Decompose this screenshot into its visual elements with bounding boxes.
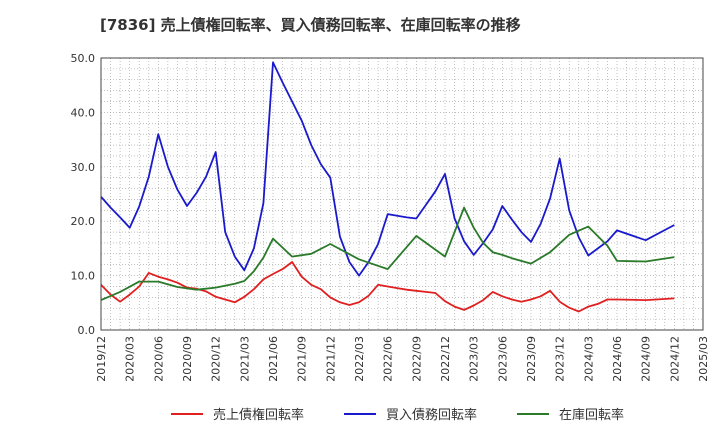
- x-tick-label: 2024/06: [611, 336, 624, 382]
- series-line-3: [100, 206, 675, 301]
- x-tick-label: 2024/12: [668, 336, 681, 382]
- y-tick-label: 30.0: [71, 161, 96, 174]
- x-tick-label: 2023/06: [496, 336, 509, 382]
- y-tick-label: 40.0: [71, 106, 96, 119]
- y-tick-label: 10.0: [71, 270, 96, 283]
- x-tick-label: 2022/06: [382, 336, 395, 382]
- plot-frame: [100, 57, 704, 331]
- legend-label-2: 買入債務回転率: [386, 407, 477, 423]
- legend-label-3: 在庫回転率: [559, 407, 624, 423]
- y-tick-label: 20.0: [71, 215, 96, 228]
- y-tick-label: 0.0: [78, 324, 96, 337]
- x-tick-label: 2023/03: [468, 336, 481, 382]
- x-tick-label: 2025/03: [697, 336, 710, 382]
- x-tick-label: 2020/03: [124, 336, 137, 382]
- x-tick-label: 2021/09: [296, 336, 309, 382]
- x-tick-label: 2022/03: [353, 336, 366, 382]
- x-tick-label: 2020/09: [181, 336, 194, 382]
- x-tick-label: 2022/09: [410, 336, 423, 382]
- x-tick-label: 2022/12: [439, 336, 452, 382]
- x-tick-label: 2024/09: [640, 336, 653, 382]
- y-tick-label: 50.0: [71, 52, 96, 65]
- x-tick-label: 2021/12: [324, 336, 337, 382]
- x-tick-label: 2024/03: [582, 336, 595, 382]
- x-tick-label: 2021/06: [267, 336, 280, 382]
- x-tick-label: 2021/03: [238, 336, 251, 382]
- x-tick-label: 2023/12: [554, 336, 567, 382]
- x-tick-label: 2020/06: [152, 336, 165, 382]
- x-tick-label: 2023/09: [525, 336, 538, 382]
- x-tick-label: 2020/12: [210, 336, 223, 382]
- x-tick-label: 2019/12: [95, 336, 108, 382]
- chart-title: [7836] 売上債権回転率、買入債務回転率、在庫回転率の推移: [100, 16, 521, 34]
- legend-label-1: 売上債権回転率: [213, 407, 304, 423]
